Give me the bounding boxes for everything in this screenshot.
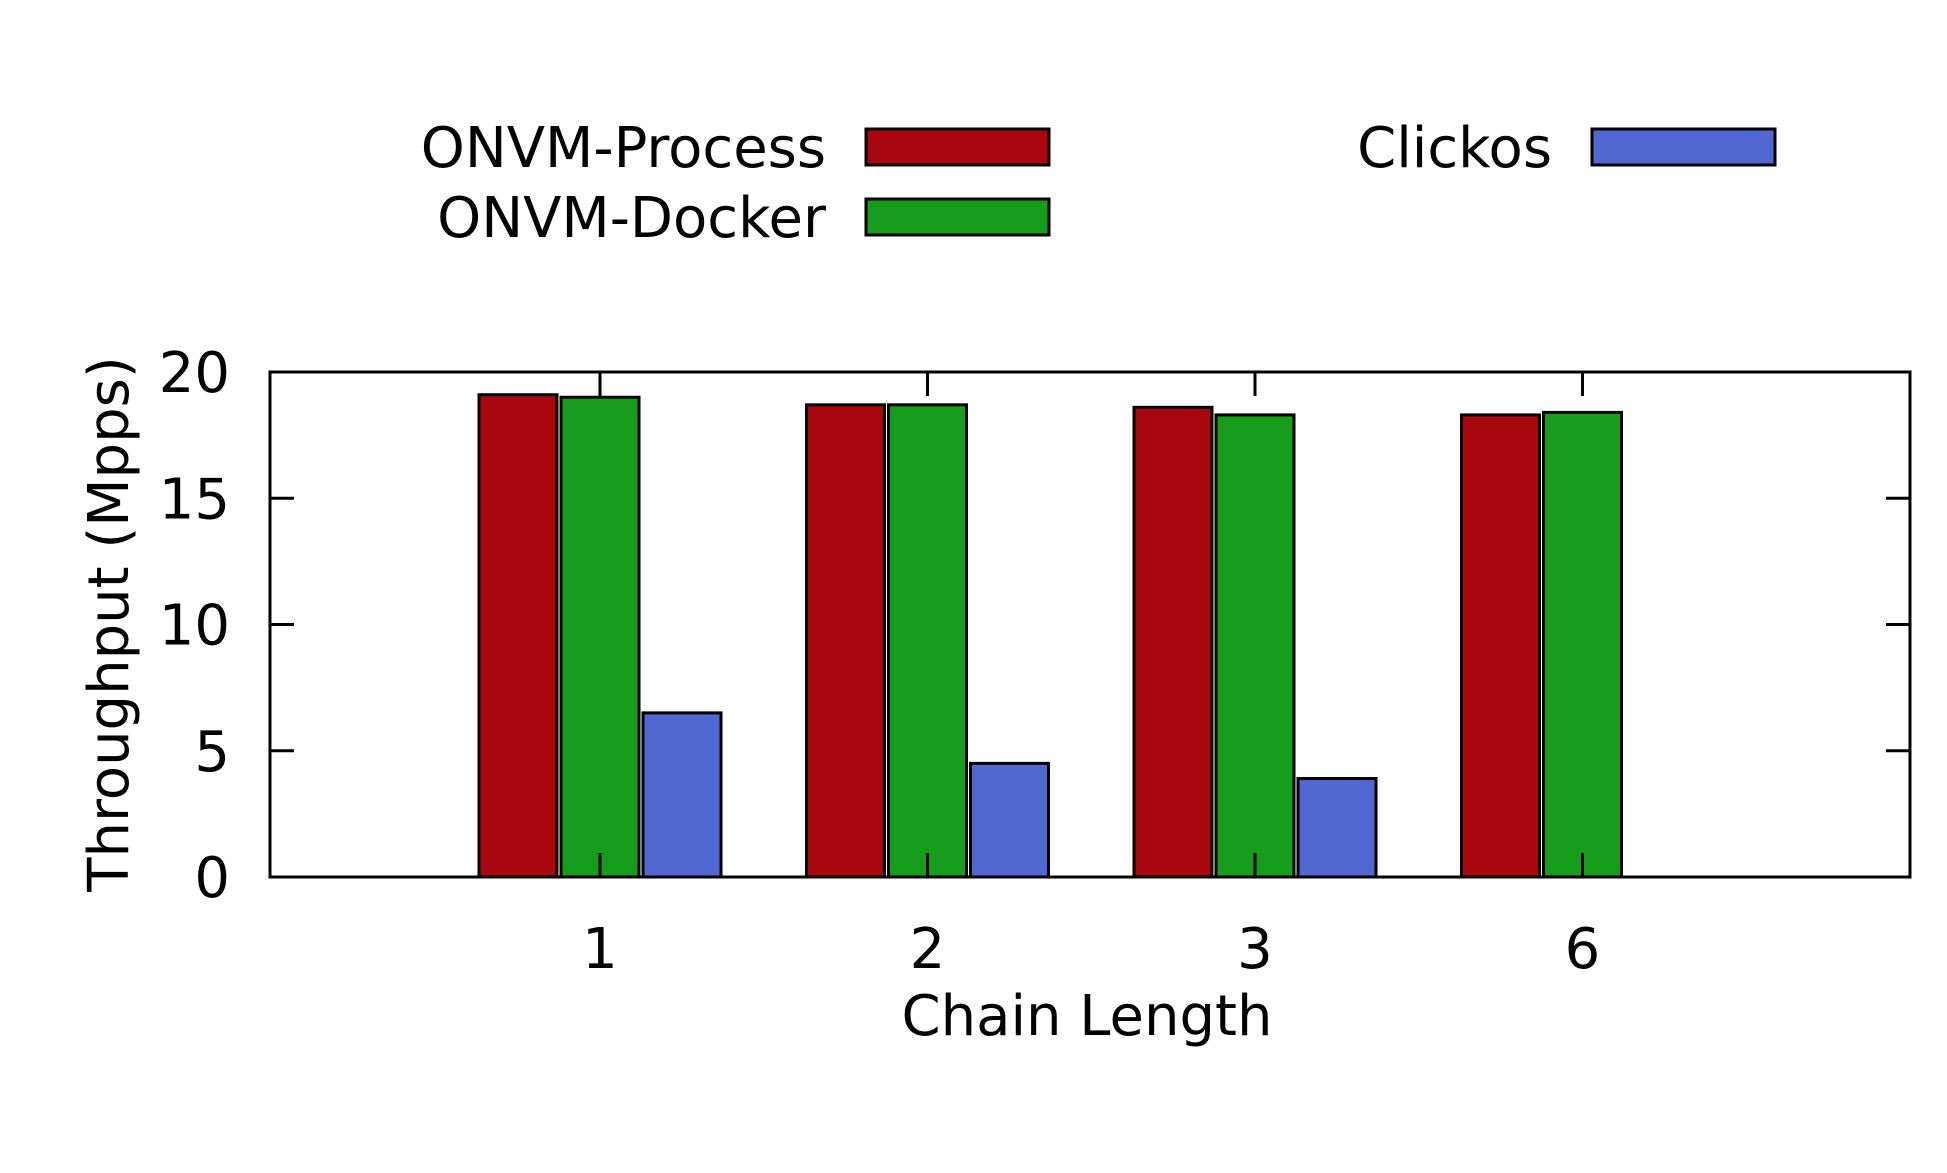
y-tick-label: 5 bbox=[194, 720, 230, 785]
bar-onvm-process bbox=[805, 403, 886, 879]
bar-clickos bbox=[969, 761, 1050, 879]
legend-swatch bbox=[864, 127, 1051, 167]
bar-onvm-process bbox=[1132, 405, 1214, 879]
y-axis-label: Throughput (Mpps) bbox=[77, 356, 142, 892]
x-tick-label: 1 bbox=[582, 917, 618, 982]
x-tick-label: 3 bbox=[1237, 917, 1273, 982]
bar-clickos bbox=[641, 711, 723, 879]
y-tick-label: 20 bbox=[159, 341, 230, 406]
bar-onvm-docker bbox=[1542, 410, 1623, 879]
x-tick-label: 2 bbox=[910, 917, 946, 982]
bar-onvm-process bbox=[1460, 413, 1541, 879]
bar-onvm-docker bbox=[887, 403, 968, 879]
ticks-layer: 1 2 3 6 0 5 10 15 20 bbox=[159, 341, 1910, 982]
legend-label: ONVM-Process bbox=[421, 116, 826, 181]
y-tick-label: 10 bbox=[159, 594, 230, 659]
bar-clickos bbox=[1296, 777, 1378, 879]
y-tick-label: 0 bbox=[194, 846, 230, 911]
legend-swatch bbox=[864, 197, 1051, 237]
x-tick-label: 6 bbox=[1565, 917, 1601, 982]
bar-onvm-docker bbox=[559, 395, 641, 879]
bars-layer bbox=[477, 393, 1623, 879]
bar-onvm-process bbox=[477, 393, 559, 879]
legend-swatch bbox=[1590, 127, 1777, 167]
y-tick-label: 15 bbox=[159, 467, 230, 532]
legend-label: ONVM-Docker bbox=[437, 186, 827, 251]
bar-onvm-docker bbox=[1214, 413, 1296, 879]
legend-label: Clickos bbox=[1357, 116, 1552, 181]
x-axis-label: Chain Length bbox=[902, 984, 1273, 1049]
